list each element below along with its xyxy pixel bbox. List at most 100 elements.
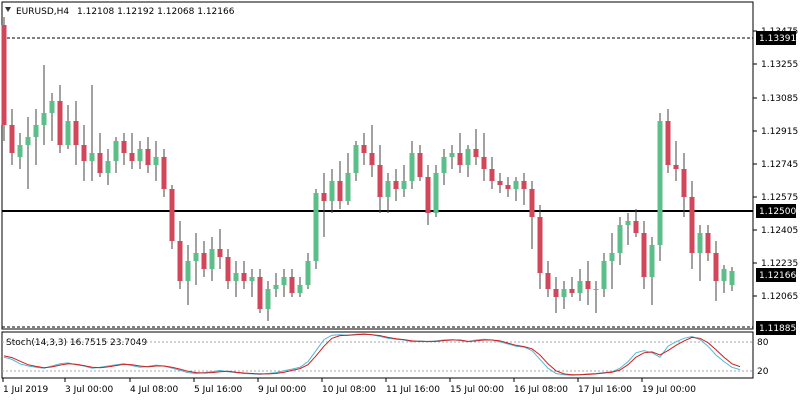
bull-candle[interactable]	[305, 261, 311, 285]
bear-candle[interactable]	[417, 153, 423, 177]
bull-candle[interactable]	[49, 101, 55, 113]
bear-candle[interactable]	[361, 145, 367, 153]
bull-candle[interactable]	[465, 149, 471, 165]
bear-candle[interactable]	[425, 177, 431, 213]
bear-candle[interactable]	[1, 25, 7, 125]
bull-candle[interactable]	[65, 121, 71, 145]
bull-candle[interactable]	[329, 181, 335, 201]
bear-candle[interactable]	[129, 153, 135, 161]
bull-candle[interactable]	[609, 253, 615, 261]
bull-candle[interactable]	[25, 137, 31, 145]
bull-candle[interactable]	[105, 161, 111, 173]
bull-candle[interactable]	[721, 269, 727, 281]
bear-candle[interactable]	[681, 169, 687, 197]
bull-candle[interactable]	[401, 181, 407, 189]
bull-candle[interactable]	[209, 249, 215, 269]
bear-candle[interactable]	[689, 197, 695, 253]
bull-candle[interactable]	[561, 289, 567, 297]
bear-candle[interactable]	[705, 233, 711, 253]
bull-candle[interactable]	[657, 121, 663, 245]
bear-candle[interactable]	[505, 185, 511, 189]
bull-candle[interactable]	[577, 281, 583, 293]
bull-candle[interactable]	[313, 193, 319, 261]
bear-candle[interactable]	[377, 165, 383, 197]
bear-candle[interactable]	[457, 153, 463, 165]
time-tick-label: 9 Jul 00:00	[258, 385, 307, 395]
price-tick-label: 1.12915	[761, 127, 798, 137]
bear-candle[interactable]	[641, 233, 647, 277]
bull-candle[interactable]	[593, 289, 599, 290]
bear-candle[interactable]	[321, 193, 327, 201]
bull-candle[interactable]	[137, 149, 143, 161]
bull-candle[interactable]	[33, 125, 39, 137]
bull-candle[interactable]	[513, 181, 519, 189]
bear-candle[interactable]	[217, 249, 223, 257]
hline-label-lower: 1.11885	[756, 321, 796, 335]
bear-candle[interactable]	[369, 153, 375, 165]
bull-candle[interactable]	[113, 141, 119, 161]
bull-candle[interactable]	[281, 277, 287, 285]
bear-candle[interactable]	[489, 169, 495, 181]
bull-candle[interactable]	[249, 277, 255, 281]
bull-candle[interactable]	[273, 285, 279, 289]
bear-candle[interactable]	[241, 273, 247, 281]
bull-candle[interactable]	[345, 173, 351, 201]
hline-label-upper: 1.13391	[756, 31, 796, 45]
bull-candle[interactable]	[409, 153, 415, 181]
bear-candle[interactable]	[529, 189, 535, 217]
bull-candle[interactable]	[297, 285, 303, 293]
triangle-down-icon[interactable]	[5, 7, 11, 12]
bear-candle[interactable]	[673, 165, 679, 169]
bear-candle[interactable]	[161, 157, 167, 189]
bear-candle[interactable]	[553, 289, 559, 297]
bear-candle[interactable]	[497, 181, 503, 185]
bear-candle[interactable]	[393, 181, 399, 189]
bull-candle[interactable]	[89, 153, 95, 161]
bear-candle[interactable]	[177, 241, 183, 281]
bear-candle[interactable]	[169, 189, 175, 241]
bear-candle[interactable]	[713, 253, 719, 281]
bear-candle[interactable]	[97, 153, 103, 173]
bull-candle[interactable]	[185, 261, 191, 281]
bull-candle[interactable]	[233, 273, 239, 281]
bull-candle[interactable]	[265, 289, 271, 309]
bear-candle[interactable]	[473, 149, 479, 157]
bull-candle[interactable]	[441, 157, 447, 173]
bear-candle[interactable]	[57, 101, 63, 145]
bull-candle[interactable]	[17, 145, 23, 157]
bear-candle[interactable]	[225, 257, 231, 281]
bull-candle[interactable]	[193, 253, 199, 261]
indicator-frame[interactable]	[1, 331, 754, 379]
bear-candle[interactable]	[121, 141, 127, 153]
bear-candle[interactable]	[337, 181, 343, 201]
bear-candle[interactable]	[537, 217, 543, 273]
bull-candle[interactable]	[385, 181, 391, 197]
bear-candle[interactable]	[145, 149, 151, 165]
bear-candle[interactable]	[73, 121, 79, 145]
bear-candle[interactable]	[9, 125, 15, 153]
bull-candle[interactable]	[601, 261, 607, 289]
bear-candle[interactable]	[569, 289, 575, 293]
bear-candle[interactable]	[633, 221, 639, 233]
bear-candle[interactable]	[201, 253, 207, 269]
bull-candle[interactable]	[41, 113, 47, 125]
bull-candle[interactable]	[729, 271, 735, 285]
bull-candle[interactable]	[153, 157, 159, 165]
bear-candle[interactable]	[257, 277, 263, 309]
bull-candle[interactable]	[625, 221, 631, 225]
bull-candle[interactable]	[353, 145, 359, 173]
hline-price-middle: 1.12500	[759, 207, 796, 217]
bear-candle[interactable]	[481, 157, 487, 169]
bear-candle[interactable]	[521, 181, 527, 189]
bear-candle[interactable]	[585, 281, 591, 289]
bull-candle[interactable]	[617, 225, 623, 253]
bull-candle[interactable]	[697, 233, 703, 253]
bear-candle[interactable]	[665, 121, 671, 165]
bear-candle[interactable]	[81, 145, 87, 161]
bull-candle[interactable]	[649, 245, 655, 277]
bear-candle[interactable]	[545, 273, 551, 289]
bear-candle[interactable]	[289, 277, 295, 293]
bull-candle[interactable]	[449, 153, 455, 157]
bull-candle[interactable]	[433, 173, 439, 213]
